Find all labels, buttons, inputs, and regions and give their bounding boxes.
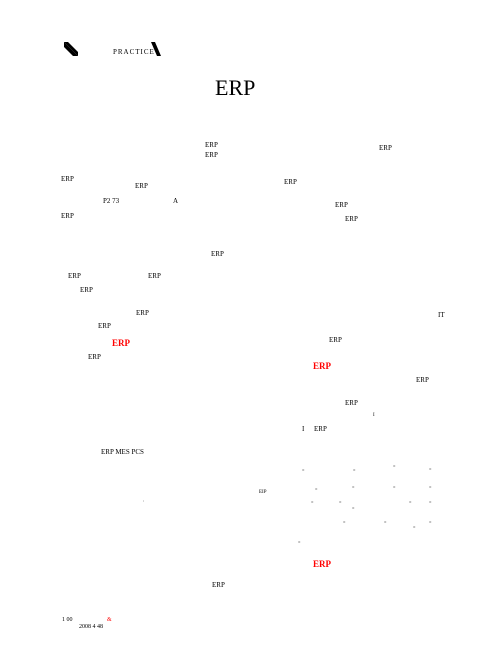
erp-label: ERP [205,151,218,159]
diagram-node: « [298,540,301,545]
it-label: IT [438,311,445,319]
erp-highlight: ERP [313,559,331,569]
footer-date: 2008 4 48 [79,624,103,630]
diagram-node: « [384,520,387,525]
erp-label: ERP [416,376,429,384]
p273-label: P2 73 [103,197,119,205]
diagram-node: « [343,520,346,525]
practice-label: PRACTICE [113,48,155,56]
diagram-node: « [393,464,396,469]
diagram-node: « [353,468,356,473]
i-label: I [373,413,375,418]
erp-label: ERP [68,272,81,280]
erp-label: ERP [284,178,297,186]
erp-label: ERP [80,286,93,294]
diagram-node: « [311,500,314,505]
footer-page: 1 00 [62,617,73,623]
erp-label: ERP [211,250,224,258]
i-label: I [302,425,304,433]
erp-highlight: ERP [112,338,130,348]
diagram-node: « [429,500,432,505]
header-icon-left [64,42,78,56]
erp-label: ERP [314,425,327,433]
erp-label: ERP [136,309,149,317]
erp-label: ERP [379,144,392,152]
diagram-node: « [393,485,396,490]
erp-highlight: ERP [313,361,331,371]
diagram-node: « [429,467,432,472]
diagram-node: « [352,506,355,511]
page-title: ERP [215,75,255,101]
erp-label: ERP [98,322,111,330]
erp-label: ERP [345,399,358,407]
erp-label: ERP [335,201,348,209]
diagram-node: « [409,500,412,505]
a-label: A [173,197,178,205]
eip-label: EIP [259,490,267,495]
erp-label: ERP [61,175,74,183]
diagram-node: « [302,468,305,473]
erp-mes-pcs-label: ERP MES PCS [101,448,144,456]
erp-label: ERP [148,272,161,280]
diagram-node: « [352,485,355,490]
diagram-node: « [429,485,432,490]
erp-label: ERP [345,215,358,223]
erp-label: ERP [205,141,218,149]
diagram-node: « [315,487,318,492]
diagram-node: « [413,525,416,530]
erp-label: ERP [212,581,225,589]
footer-amp: & [107,617,112,623]
diagram-node: « [429,520,432,525]
diagram-node: , [143,498,144,503]
erp-label: ERP [329,336,342,344]
erp-label: ERP [88,353,101,361]
erp-label: ERP [61,212,74,220]
erp-label: ERP [135,182,148,190]
diagram-node: « [339,500,342,505]
